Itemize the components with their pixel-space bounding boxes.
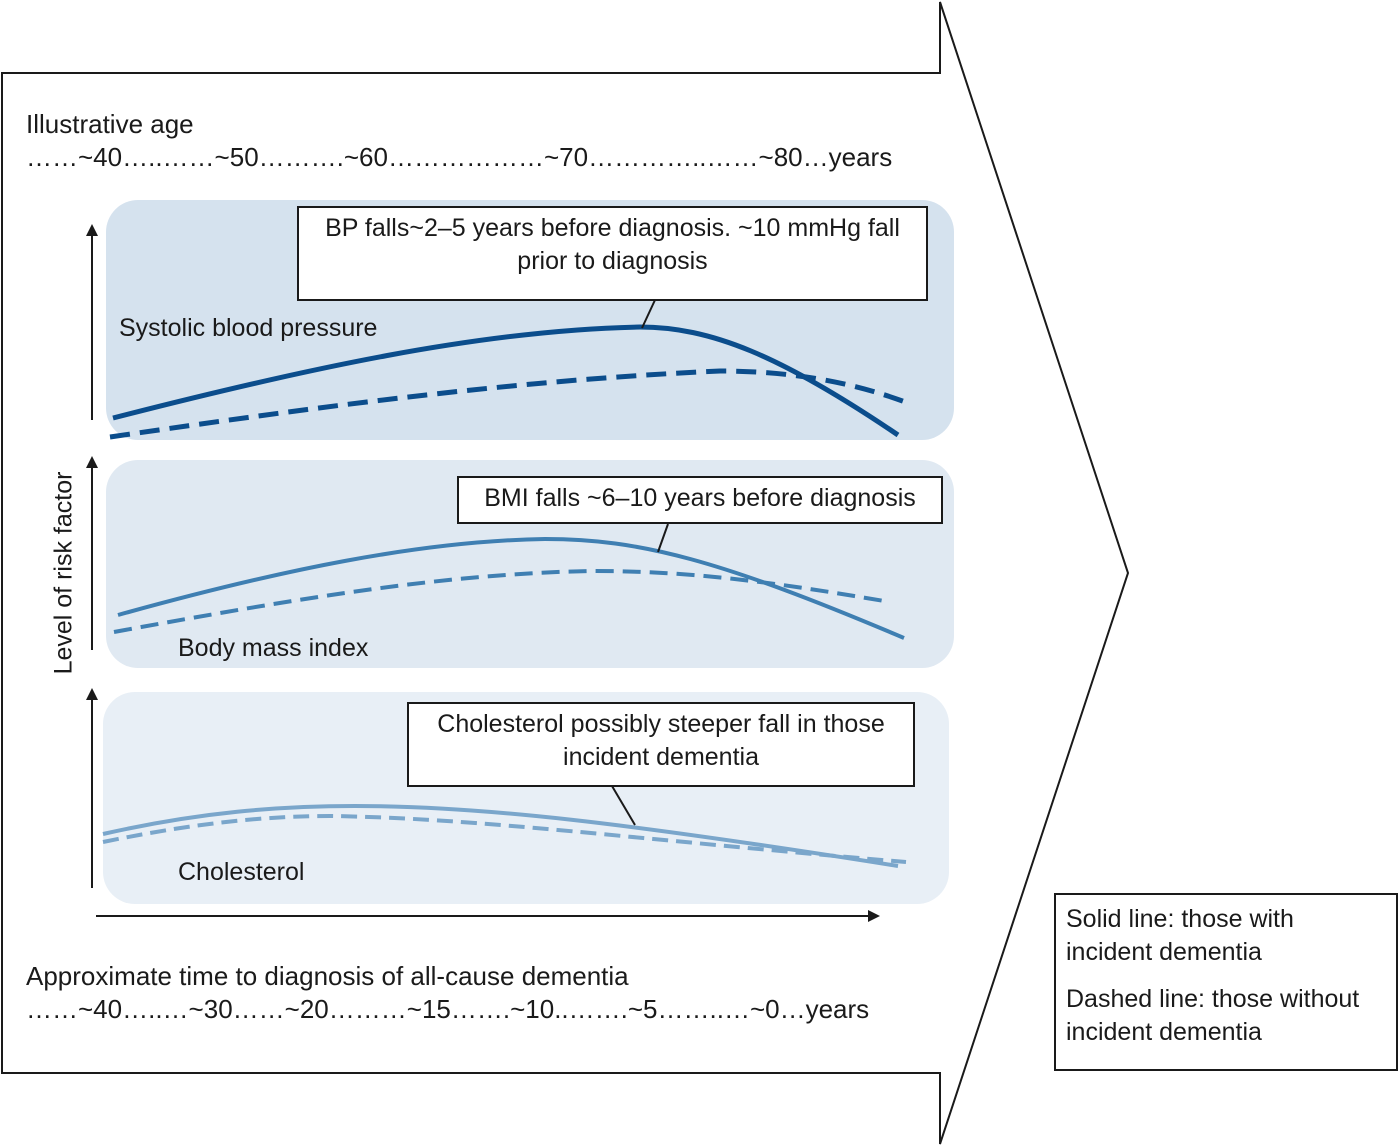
- bp-panel-title: Systolic blood pressure: [119, 314, 378, 342]
- bp-callout: BP falls~2–5 years before diagnosis. ~10…: [297, 206, 928, 301]
- legend-solid-line: Solid line: those with incident dementia: [1066, 905, 1294, 966]
- legend: Solid line: those with incident dementia…: [1054, 893, 1398, 1071]
- illustrative-age-scale: ……~40…..……~50……….~60………………~70…………..……~80…: [26, 142, 893, 172]
- legend-dashed-line: Dashed line: those without incident deme…: [1066, 985, 1360, 1046]
- cholesterol-no-dementia-dashed-line: [102, 813, 907, 864]
- cholesterol-callout-leader: [611, 785, 636, 826]
- cholesterol-dementia-solid-line: [102, 803, 899, 868]
- illustrative-age-label: Illustrative age: [26, 109, 194, 139]
- y-axis-label: Level of risk factor: [49, 471, 78, 675]
- bmi-dementia-solid-line: [117, 536, 905, 640]
- bp-dementia-solid-line: [112, 324, 900, 438]
- time-to-diagnosis-scale: ……~40…..…~30……~20………~15…….~10..…….~5……..…: [26, 994, 870, 1024]
- bmi-callout: BMI falls ~6–10 years before diagnosis: [457, 476, 943, 524]
- bmi-callout-leader: [657, 523, 669, 553]
- cholesterol-panel-title: Cholesterol: [178, 858, 305, 886]
- time-to-diagnosis-label: Approximate time to diagnosis of all-cau…: [26, 961, 629, 991]
- bp-callout-leader: [641, 299, 656, 329]
- bmi-no-dementia-dashed-line: [113, 568, 891, 634]
- bp-no-dementia-dashed-line: [109, 368, 909, 440]
- cholesterol-callout: Cholesterol possibly steeper fall in tho…: [407, 702, 915, 787]
- bmi-panel-title: Body mass index: [178, 634, 369, 662]
